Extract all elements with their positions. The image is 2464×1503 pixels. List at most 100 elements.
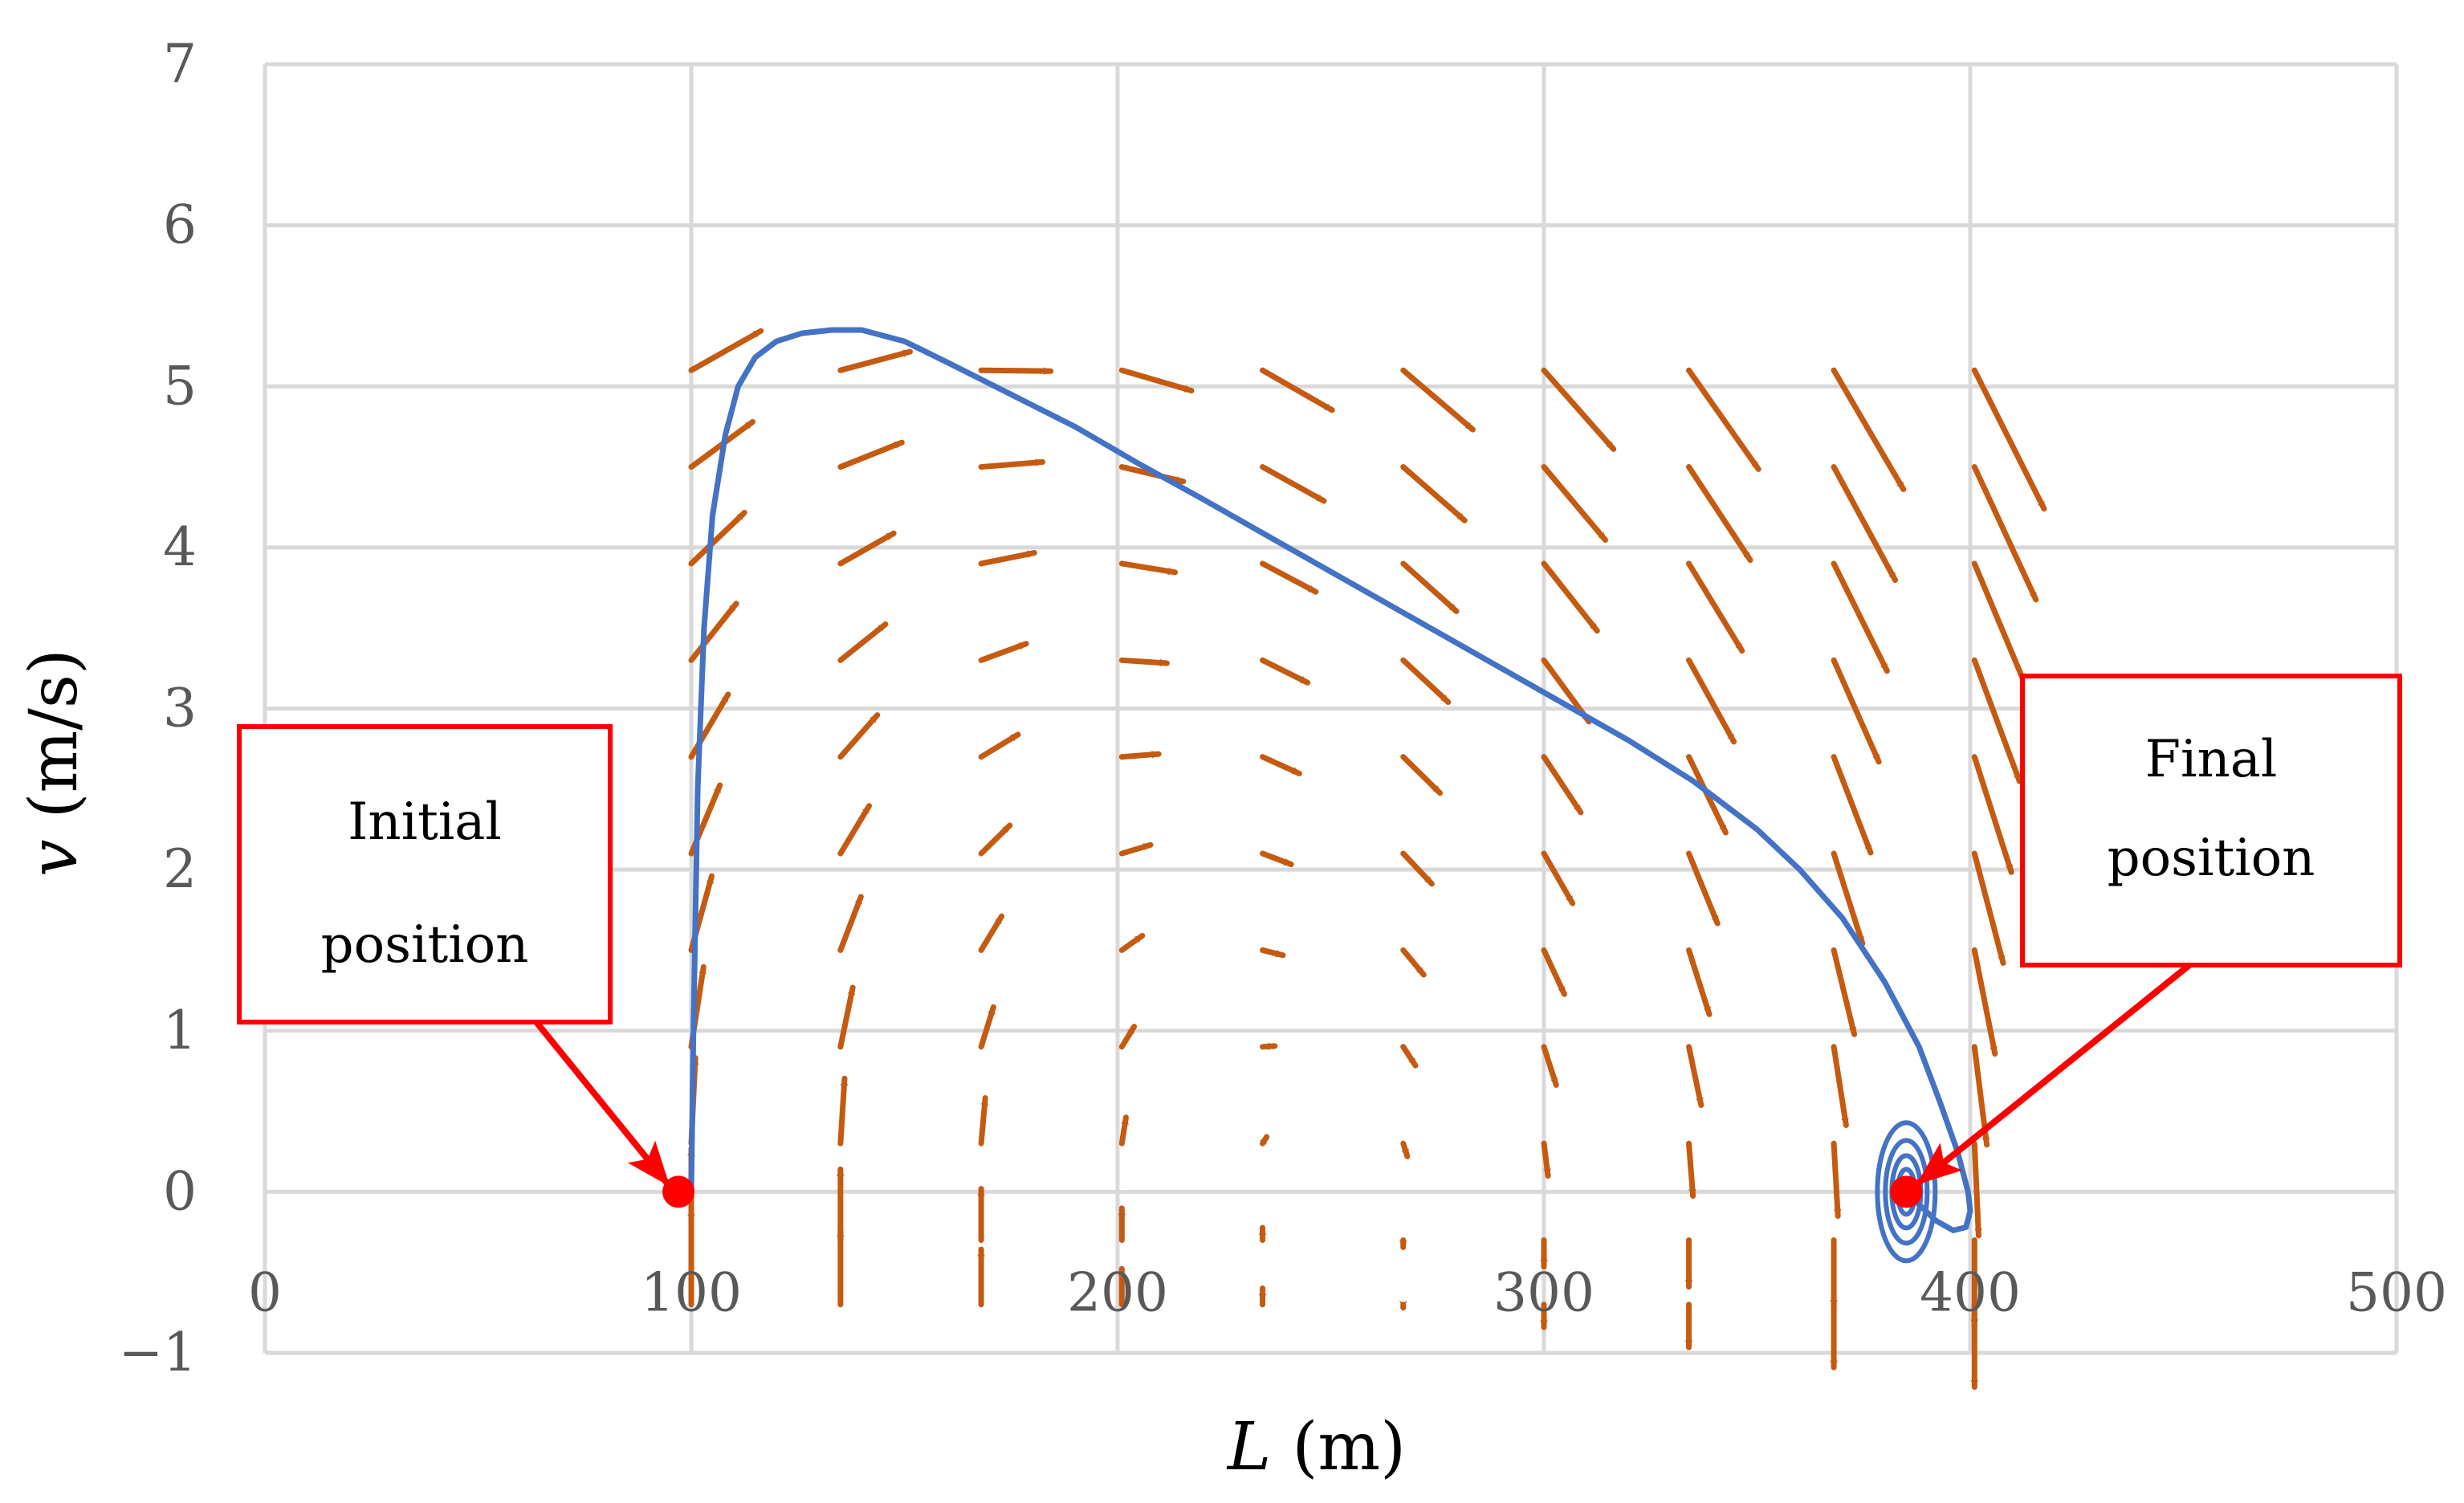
field-arrow <box>837 348 914 373</box>
field-arrow <box>1541 367 1617 452</box>
field-arrow <box>1831 464 1899 584</box>
field-arrow <box>1971 367 2047 512</box>
field-arrow <box>978 458 1046 470</box>
field-arrow <box>1260 947 1286 959</box>
field-arrow <box>1831 754 1874 856</box>
spiral-loop <box>1883 1138 1930 1246</box>
initial-callout-box <box>237 724 613 1024</box>
field-arrow <box>978 550 1037 567</box>
x-tick-label: 500 <box>2346 1261 2447 1323</box>
field-arrow <box>1260 1042 1278 1051</box>
field-arrow <box>1831 947 1858 1037</box>
spiral-loop <box>1875 1120 1938 1264</box>
field-arrow <box>1686 367 1761 472</box>
field-arrow <box>688 328 764 373</box>
field-arrow <box>1541 754 1584 816</box>
field-arrow <box>1260 754 1302 776</box>
field-arrow <box>1686 464 1753 564</box>
final-position-marker <box>1890 1175 1923 1208</box>
field-arrow <box>1400 560 1460 614</box>
initial-callout-line-2: position <box>321 915 529 975</box>
y-tick-label: −1 <box>119 1322 197 1383</box>
x-tick-labels: 0 100 200 300 400 500 <box>248 1261 2447 1323</box>
field-arrow <box>837 621 889 663</box>
field-arrow <box>978 913 1005 953</box>
field-arrow <box>837 894 864 953</box>
field-arrow <box>978 641 1029 663</box>
y-tick-label: 1 <box>163 1000 197 1061</box>
field-arrow <box>1118 657 1170 667</box>
field-arrow <box>1686 850 1721 927</box>
field-arrow <box>837 439 905 470</box>
field-arrow <box>837 1075 849 1147</box>
field-arrow <box>978 822 1013 857</box>
field-arrow <box>837 984 856 1050</box>
y-tick-label: 7 <box>163 33 197 95</box>
field-arrow <box>1259 1134 1270 1147</box>
field-arrow <box>1831 657 1882 765</box>
field-arrow <box>1400 754 1444 796</box>
final-position-callout: Final position <box>1890 674 2402 1208</box>
field-arrow <box>1260 560 1319 595</box>
final-callout-box <box>2020 674 2402 967</box>
field-arrow <box>1541 560 1600 634</box>
final-callout-line-1: Final <box>2145 730 2278 789</box>
initial-callout-arrow <box>533 1020 672 1187</box>
vector-field <box>687 328 2047 1390</box>
initial-callout-line-1: Initial <box>348 792 502 852</box>
field-arrow <box>1118 841 1154 857</box>
y-tick-label: 3 <box>163 678 197 739</box>
field-arrow <box>1260 657 1311 686</box>
y-tick-label: 5 <box>163 355 197 417</box>
field-arrow <box>1831 560 1890 674</box>
y-tick-label: 6 <box>163 194 197 256</box>
field-arrow <box>1118 750 1162 760</box>
field-arrow <box>1831 1044 1849 1128</box>
field-arrow <box>1971 560 2031 694</box>
field-arrow <box>1971 464 2039 603</box>
field-arrow <box>978 731 1021 760</box>
field-arrow <box>1971 1140 1983 1239</box>
field-arrow <box>1541 947 1567 997</box>
initial-position-callout: Initial position <box>237 724 695 1208</box>
field-arrow <box>1400 464 1468 523</box>
field-arrow <box>978 1004 996 1050</box>
field-arrow <box>1260 367 1335 413</box>
y-tick-labels: −1 0 1 2 3 4 5 6 7 <box>119 33 197 1383</box>
field-arrow <box>1831 850 1866 947</box>
field-arrow <box>1541 464 1608 544</box>
field-arrow <box>837 803 873 857</box>
field-arrow <box>1260 464 1327 504</box>
field-arrow <box>837 530 897 567</box>
field-arrow <box>1400 947 1427 978</box>
y-axis-label: v (m/s) <box>16 649 92 877</box>
field-arrow <box>1118 1114 1129 1147</box>
field-arrow <box>1686 1044 1704 1108</box>
field-arrow <box>1118 367 1195 394</box>
x-axis-label: L (m) <box>1226 1409 1406 1485</box>
y-tick-label: 2 <box>163 838 197 900</box>
field-arrow <box>1118 932 1146 953</box>
field-arrow <box>1400 1140 1411 1159</box>
field-arrow <box>1831 367 1907 492</box>
x-tick-label: 400 <box>1920 1261 2021 1323</box>
y-tick-label: 4 <box>163 516 197 578</box>
field-arrow <box>1541 1044 1559 1088</box>
field-arrow <box>1400 367 1476 433</box>
field-arrow <box>1971 850 2006 966</box>
field-arrow <box>978 367 1054 376</box>
field-arrow <box>1971 754 2014 875</box>
final-callout-arrow <box>1915 962 2192 1187</box>
trajectory-line <box>688 327 1973 1233</box>
field-arrow <box>1541 1140 1551 1179</box>
x-tick-label: 0 <box>248 1261 282 1323</box>
initial-position-marker <box>662 1175 695 1208</box>
field-arrow <box>1118 560 1179 576</box>
field-arrow <box>1686 560 1745 654</box>
x-tick-label: 200 <box>1067 1261 1168 1323</box>
y-tick-label: 0 <box>163 1160 197 1222</box>
field-arrow <box>1686 947 1713 1017</box>
field-arrow <box>1971 657 2022 784</box>
field-arrow <box>837 712 881 760</box>
field-arrow <box>1971 947 1998 1057</box>
